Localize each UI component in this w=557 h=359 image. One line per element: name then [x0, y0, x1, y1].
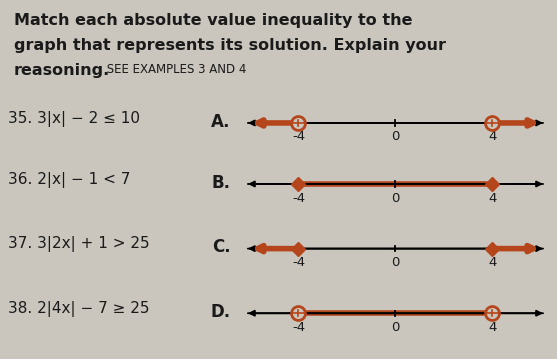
Text: reasoning.: reasoning. [14, 63, 110, 78]
Text: 35. 3|x| − 2 ≤ 10: 35. 3|x| − 2 ≤ 10 [8, 111, 140, 126]
Text: 0: 0 [391, 321, 400, 334]
Text: Match each absolute value inequality to the: Match each absolute value inequality to … [14, 13, 412, 28]
Text: -4: -4 [292, 256, 305, 269]
Text: A.: A. [211, 113, 231, 131]
Text: graph that represents its solution. Explain your: graph that represents its solution. Expl… [14, 38, 446, 53]
Text: -4: -4 [292, 192, 305, 205]
Text: 4: 4 [488, 192, 497, 205]
Text: D.: D. [211, 303, 231, 321]
Text: 0: 0 [391, 131, 400, 144]
Text: 36. 2|x| − 1 < 7: 36. 2|x| − 1 < 7 [8, 172, 130, 187]
Text: 38. 2|4x| − 7 ≥ 25: 38. 2|4x| − 7 ≥ 25 [8, 301, 149, 317]
Text: SEE EXAMPLES 3 AND 4: SEE EXAMPLES 3 AND 4 [103, 63, 246, 76]
Text: 37. 3|2x| + 1 > 25: 37. 3|2x| + 1 > 25 [8, 236, 149, 252]
Text: -4: -4 [292, 131, 305, 144]
Text: 4: 4 [488, 131, 497, 144]
Text: C.: C. [212, 238, 231, 256]
Text: 0: 0 [391, 192, 400, 205]
Text: -4: -4 [292, 321, 305, 334]
Text: B.: B. [212, 174, 231, 192]
Text: 0: 0 [391, 256, 400, 269]
Text: 4: 4 [488, 321, 497, 334]
Text: 4: 4 [488, 256, 497, 269]
